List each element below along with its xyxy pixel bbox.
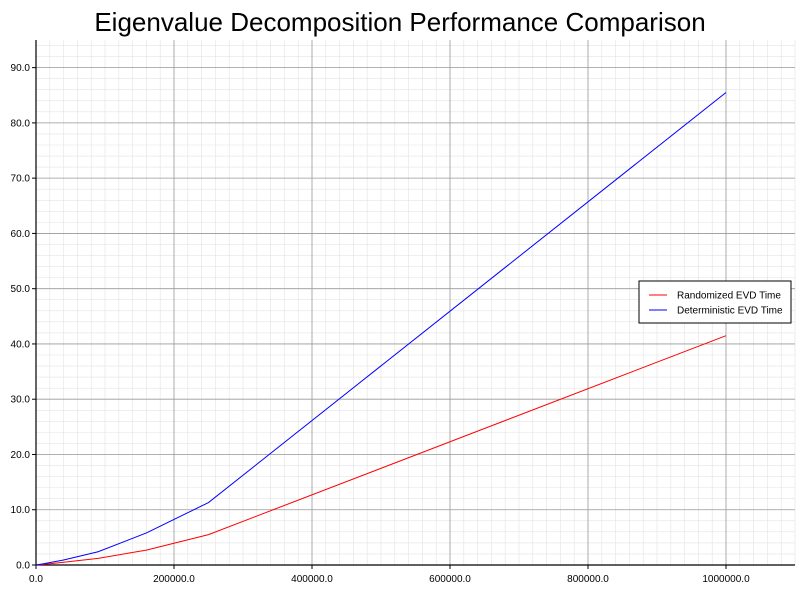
- x-tick-label: 0.0: [29, 574, 43, 585]
- minor-gridlines: [35, 40, 796, 566]
- legend-box: [638, 280, 792, 324]
- x-axis-ticks: 0.0 200000.0 400000.0 600000.0 800000.0 10000…: [29, 565, 750, 585]
- series-line-0: [35, 335, 727, 566]
- legend-label-1: Deterministic EVD Time: [677, 306, 783, 317]
- x-tick-label: 400000.0: [291, 574, 333, 585]
- series-line-1: [35, 92, 727, 566]
- y-tick-label: 60.0: [11, 229, 31, 240]
- y-tick-label: 70.0: [11, 174, 31, 185]
- y-tick-label: 10.0: [11, 505, 31, 516]
- y-tick-label: 20.0: [11, 450, 31, 461]
- y-tick-label: 50.0: [11, 284, 31, 295]
- x-tick-label: 600000.0: [429, 574, 471, 585]
- legend: Randomized EVD Time Deterministic EVD Tim…: [638, 280, 792, 324]
- x-tick-label: 1000000.0: [702, 574, 750, 585]
- axes: [35, 40, 795, 566]
- x-tick-label: 200000.0: [153, 574, 195, 585]
- y-tick-label: 30.0: [11, 395, 31, 406]
- y-axis-ticks: 0.0 10.0 20.0 30.0 40.0 50.0 60.0 70.0 80.0 90.0: [11, 63, 36, 572]
- y-tick-label: 90.0: [11, 63, 31, 74]
- x-tick-label: 800000.0: [567, 574, 609, 585]
- y-tick-label: 0.0: [16, 561, 30, 572]
- y-tick-label: 40.0: [11, 339, 31, 350]
- chart-title: Eigenvalue Decomposition Performance Com…: [94, 7, 705, 37]
- series-lines: [35, 92, 727, 566]
- legend-label-0: Randomized EVD Time: [677, 291, 781, 302]
- y-tick-label: 80.0: [11, 118, 31, 129]
